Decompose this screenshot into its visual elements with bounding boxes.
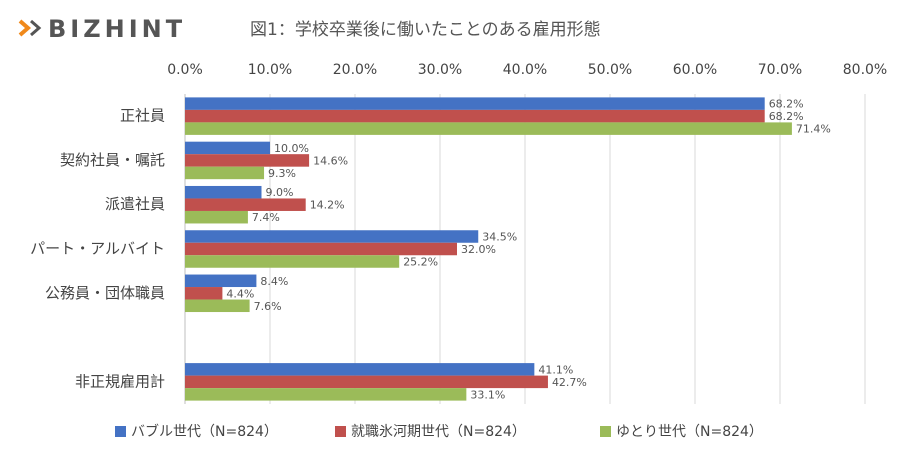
legend-label: 就職氷河期世代（N=824）	[351, 424, 526, 440]
bar	[185, 363, 535, 376]
value-label: 8.4%	[260, 275, 288, 288]
bar	[185, 154, 310, 167]
legend-swatch	[115, 426, 126, 437]
value-label: 7.4%	[252, 211, 280, 224]
chart-title: 図1：学校卒業後に働いたことのある雇用形態	[250, 20, 601, 40]
value-label: 4.4%	[226, 287, 254, 300]
bar	[185, 388, 467, 401]
x-tick-label: 80.0%	[843, 62, 887, 78]
value-label: 9.0%	[266, 186, 294, 199]
value-label: 9.3%	[268, 167, 296, 180]
bar	[185, 109, 765, 123]
x-tick-label: 10.0%	[248, 62, 292, 78]
bar	[185, 274, 257, 288]
bar	[185, 230, 479, 243]
value-label: 68.2%	[769, 98, 804, 111]
y-tick-label: 契約社員・嘱託	[60, 151, 165, 169]
x-tick-label: 30.0%	[418, 62, 462, 78]
bar	[185, 122, 792, 135]
bar	[185, 255, 400, 268]
value-label: 25.2%	[403, 256, 438, 269]
x-tick-label: 60.0%	[673, 62, 717, 78]
value-label: 42.7%	[552, 376, 587, 389]
bar	[185, 166, 265, 180]
bar	[185, 242, 457, 256]
value-label: 14.6%	[313, 154, 348, 167]
bar	[185, 375, 548, 389]
logo: BIZHINT	[48, 15, 186, 43]
bar	[185, 210, 248, 224]
bar	[185, 198, 306, 211]
value-label: 68.2%	[769, 110, 804, 123]
y-tick-label: 非正規雇用計	[75, 372, 165, 390]
bar	[185, 185, 262, 199]
value-label: 41.1%	[538, 363, 573, 376]
value-label: 71.4%	[796, 123, 831, 136]
value-label: 34.5%	[482, 231, 517, 244]
y-tick-label: 派遣社員	[105, 195, 165, 213]
x-tick-label: 20.0%	[333, 62, 377, 78]
value-label: 7.6%	[254, 300, 282, 313]
value-label: 14.2%	[310, 199, 345, 212]
x-tick-label: 50.0%	[588, 62, 632, 78]
y-tick-label: 正社員	[120, 107, 165, 125]
legend-label: バブル世代（N=824）	[131, 423, 278, 440]
value-label: 10.0%	[274, 142, 309, 155]
legend-swatch	[335, 426, 346, 437]
y-tick-label: 公務員・団体職員	[45, 284, 165, 302]
bar	[185, 299, 250, 313]
bar	[185, 287, 223, 300]
value-label: 32.0%	[461, 243, 496, 256]
bar	[185, 141, 270, 155]
x-tick-label: 70.0%	[758, 62, 802, 78]
logo-icon	[18, 19, 42, 37]
y-tick-label: パート・アルバイト	[30, 240, 165, 258]
legend-label: ゆとり世代（N=824）	[616, 424, 763, 440]
bar	[185, 97, 765, 110]
x-tick-label: 0.0%	[167, 62, 203, 78]
value-label: 33.1%	[470, 388, 505, 401]
legend-swatch	[600, 426, 611, 437]
x-tick-label: 40.0%	[503, 62, 547, 78]
